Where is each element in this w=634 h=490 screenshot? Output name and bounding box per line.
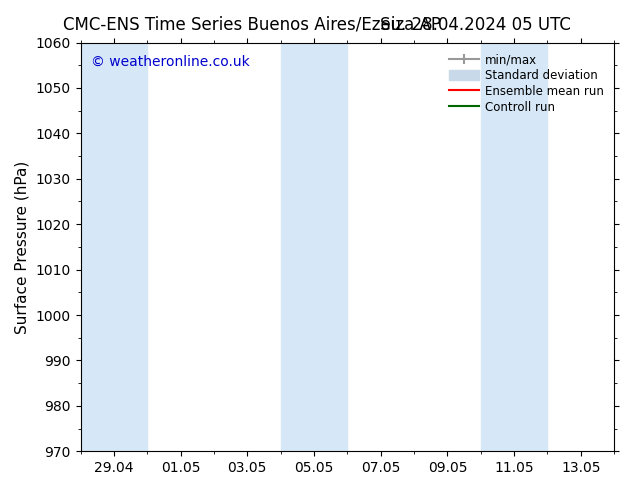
Text: Su. 28.04.2024 05 UTC: Su. 28.04.2024 05 UTC <box>380 16 571 34</box>
Y-axis label: Surface Pressure (hPa): Surface Pressure (hPa) <box>15 160 30 334</box>
Text: © weatheronline.co.uk: © weatheronline.co.uk <box>91 55 250 69</box>
Bar <box>81 43 147 451</box>
Legend: min/max, Standard deviation, Ensemble mean run, Controll run: min/max, Standard deviation, Ensemble me… <box>444 49 608 119</box>
Bar <box>281 43 347 451</box>
Bar <box>481 43 547 451</box>
Text: CMC-ENS Time Series Buenos Aires/Ezeiza AP: CMC-ENS Time Series Buenos Aires/Ezeiza … <box>63 16 441 34</box>
